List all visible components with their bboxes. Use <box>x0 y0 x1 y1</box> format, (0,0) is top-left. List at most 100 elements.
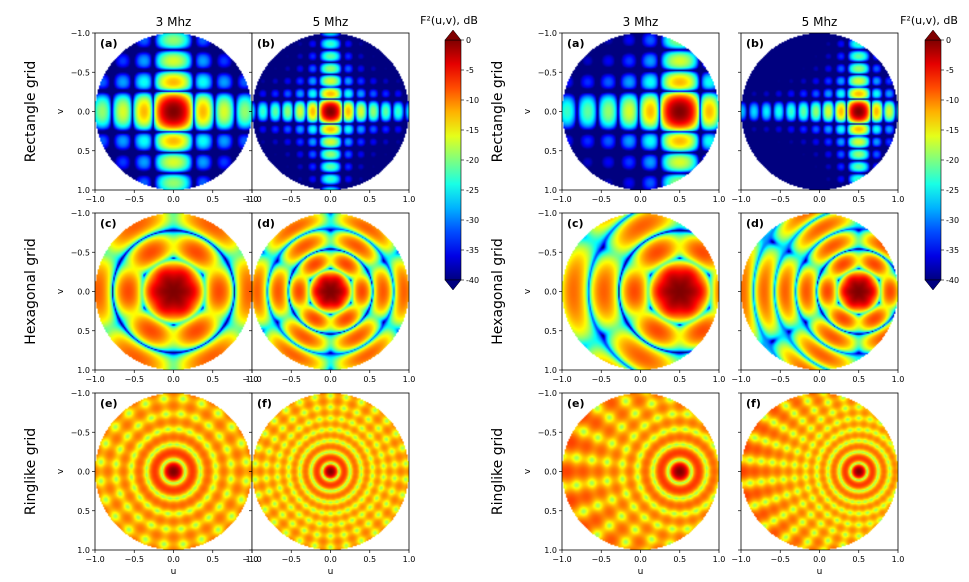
colorbar-tick-label: -35 <box>946 246 959 255</box>
x-tick-label: −1.0 <box>85 555 104 564</box>
column-label: 3 Mhz <box>156 15 192 29</box>
x-tick-label: −1.0 <box>242 195 261 204</box>
x-tick-label: 0.5 <box>673 555 686 564</box>
x-tick-label: −1.0 <box>552 195 571 204</box>
y-axis-label: v <box>56 108 66 114</box>
colorbar-tick-label: -20 <box>946 156 959 165</box>
colorbar-tick-label: -30 <box>466 216 479 225</box>
x-tick-label: 0.0 <box>324 195 337 204</box>
y-tick-label: 0.0 <box>77 108 90 117</box>
x-tick-label: 1.0 <box>892 555 905 564</box>
panel: (e) −1.0 −0.5 0.0 0.5 1.0 1.0 0.5 0.0 −0.5 −1.0 v u <box>523 389 725 577</box>
colorbar-tick-label: -10 <box>466 96 479 105</box>
x-tick-label: −0.5 <box>771 555 790 564</box>
colorbar-tick-label: -20 <box>466 156 479 165</box>
x-tick-label: 0.0 <box>324 555 337 564</box>
colorbar-tick-label: -25 <box>466 186 479 195</box>
y-tick-label: 1.0 <box>77 546 90 555</box>
y-tick-label: 0.5 <box>544 507 557 516</box>
y-tick-label: −1.0 <box>71 389 90 398</box>
colorbar-tick-label: -40 <box>466 276 479 285</box>
figure-1: 3 Mhz 5 Mhz Rectangle grid Hexagonal grid Ri… <box>23 14 479 577</box>
x-tick-label: 0.5 <box>852 195 865 204</box>
x-axis-label: u <box>638 567 644 577</box>
column-label: 5 Mhz <box>313 15 349 29</box>
panel: (a) −1.0 −0.5 0.0 0.5 1.0 1.0 0.5 0.0 −0.5 −1.0 v <box>56 29 258 204</box>
panel-label: (d) <box>257 217 275 230</box>
colorbar-extend-bottom <box>444 279 462 291</box>
x-tick-label: 0.0 <box>813 375 826 384</box>
y-tick-label: −1.0 <box>538 29 557 38</box>
x-tick-label: 1.0 <box>246 375 259 384</box>
pattern-heatmap <box>252 213 409 370</box>
x-tick-label: −1.0 <box>552 375 571 384</box>
x-tick-label: −0.5 <box>771 375 790 384</box>
x-tick-label: 0.0 <box>634 375 647 384</box>
row-label: Rectangle grid <box>23 61 39 163</box>
colorbar-tick-label: -25 <box>946 186 959 195</box>
colorbar-tick-label: -5 <box>466 66 474 75</box>
y-tick-label: 0.0 <box>77 468 90 477</box>
pattern-heatmap <box>562 33 719 190</box>
y-tick-label: −1.0 <box>71 29 90 38</box>
x-tick-label: 1.0 <box>403 375 416 384</box>
y-axis-label: v <box>523 288 533 294</box>
colorbar-tick-label: -30 <box>946 216 959 225</box>
colorbar-extend-top <box>924 29 942 41</box>
x-tick-label: 1.0 <box>892 195 905 204</box>
panel-label: (c) <box>567 217 584 230</box>
row-label: Ringlike grid <box>23 428 39 515</box>
x-tick-label: 0.5 <box>206 195 219 204</box>
x-axis-label: u <box>171 567 177 577</box>
pattern-heatmap <box>252 393 409 550</box>
row-label: Rectangle grid <box>490 61 506 163</box>
pattern-heatmap <box>252 33 409 190</box>
colorbar-tick-label: -5 <box>946 66 954 75</box>
x-tick-label: −0.5 <box>771 195 790 204</box>
panel-label: (b) <box>746 37 764 50</box>
x-tick-label: 0.5 <box>852 375 865 384</box>
row-label: Hexagonal grid <box>23 238 39 344</box>
x-tick-label: −0.5 <box>125 195 144 204</box>
pattern-heatmap <box>741 33 898 190</box>
colorbar-tick-label: -35 <box>466 246 479 255</box>
y-tick-label: 1.0 <box>544 186 557 195</box>
colorbar: 0 -5 -10 -15 -20 -25 -30 -35 -40 F²(u,v), dB <box>900 14 959 291</box>
y-tick-label: −0.5 <box>538 68 557 77</box>
x-tick-label: −1.0 <box>552 555 571 564</box>
x-tick-label: −0.5 <box>592 555 611 564</box>
x-tick-label: −1.0 <box>85 195 104 204</box>
y-tick-label: 0.5 <box>77 507 90 516</box>
x-tick-label: 0.5 <box>852 555 865 564</box>
y-tick-label: −0.5 <box>71 428 90 437</box>
x-tick-label: 0.5 <box>363 555 376 564</box>
colorbar-tick-label: 0 <box>946 36 951 45</box>
y-tick-label: 0.0 <box>544 108 557 117</box>
x-tick-label: 0.5 <box>673 195 686 204</box>
x-tick-label: 0.0 <box>634 195 647 204</box>
y-tick-label: −0.5 <box>71 248 90 257</box>
x-tick-label: 0.0 <box>324 375 337 384</box>
y-tick-label: 0.5 <box>544 147 557 156</box>
panel-label: (f) <box>746 397 761 410</box>
panel-label: (f) <box>257 397 272 410</box>
y-tick-label: −0.5 <box>71 68 90 77</box>
x-tick-label: 0.5 <box>363 195 376 204</box>
row-label: Hexagonal grid <box>490 238 506 344</box>
y-tick-label: 0.5 <box>77 147 90 156</box>
pattern-heatmap <box>741 393 898 550</box>
panel: (d) −1.0 −0.5 0.0 0.5 1.0 <box>242 212 416 384</box>
x-tick-label: −0.5 <box>282 555 301 564</box>
panel: (f) −1.0 −0.5 0.0 0.5 1.0 u <box>731 392 905 577</box>
colorbar-bar <box>444 39 462 281</box>
pattern-heatmap <box>95 393 252 550</box>
colorbar-tick-label: -15 <box>946 126 959 135</box>
colorbar-tick-label: 0 <box>466 36 471 45</box>
y-tick-label: 0.0 <box>544 468 557 477</box>
column-label: 3 Mhz <box>623 15 659 29</box>
y-tick-label: −1.0 <box>538 389 557 398</box>
x-tick-label: 0.5 <box>206 375 219 384</box>
panel-label: (e) <box>567 397 585 410</box>
x-axis-label: u <box>817 567 823 577</box>
panel-label: (b) <box>257 37 275 50</box>
